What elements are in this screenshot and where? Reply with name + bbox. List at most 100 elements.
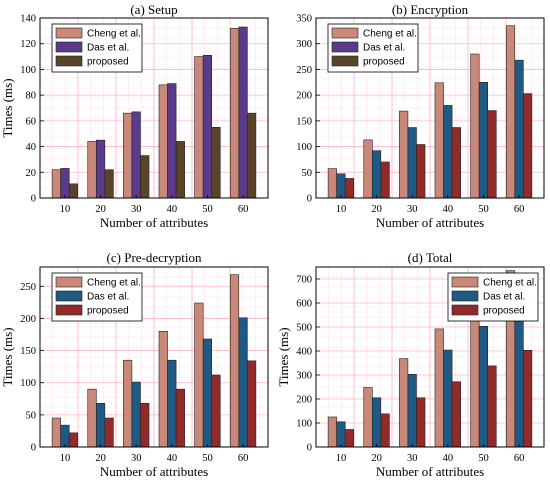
chart-panel-2: 10 20 30 40 50 60 0 50 100 150 200 250 300 350 (b) Enc… [296,2,545,230]
legend-swatch [451,290,479,302]
x-tick-label: 20 [95,453,106,464]
bar-cheng-et-al-50 [470,53,480,199]
bar-das-et-al-10 [336,421,346,448]
bar-cheng-et-al-30 [399,358,409,448]
bar-das-et-al-30 [407,373,417,448]
y-tick-label: 60 [26,116,37,127]
bar-das-et-al-40 [443,349,453,448]
x-axis-label: Number of attributes [100,215,208,230]
x-tick-label: 50 [478,453,489,464]
bar-proposed-60 [523,93,533,199]
x-tick-label: 10 [336,204,347,215]
x-tick-label: 50 [202,453,213,464]
bar-proposed-40 [175,388,185,448]
bar-cheng-et-al-20 [87,141,97,199]
x-tick-label: 30 [131,453,142,464]
bar-proposed-30 [416,397,426,448]
bar-das-et-al-60 [514,59,524,199]
bar-das-et-al-30 [131,111,141,199]
bar-proposed-60 [247,112,257,199]
bar-proposed-10 [344,429,355,448]
bar-proposed-20 [380,161,390,199]
bar-proposed-40 [451,127,461,199]
bar-das-et-al-20 [95,139,106,199]
bar-das-et-al-60 [238,26,248,199]
y-tick-label: 0 [31,194,36,205]
x-tick-label: 30 [407,204,418,215]
bar-cheng-et-al-30 [123,112,133,199]
y-tick-label: 200 [296,91,312,102]
bar-das-et-al-60 [238,317,248,448]
legend-swatch [331,41,359,53]
legend-label: Cheng et al. [363,29,417,40]
y-tick-label: 50 [26,410,37,421]
legend-label: Cheng et al. [87,29,141,40]
bar-cheng-et-al-10 [51,417,61,448]
bar-das-et-al-50 [202,54,213,199]
x-tick-label: 30 [407,453,418,464]
y-tick-label: 250 [296,65,312,76]
bar-das-et-al-30 [407,127,417,199]
x-tick-label: 20 [371,204,382,215]
x-tick-label: 60 [238,453,249,464]
bar-proposed-60 [247,360,257,448]
bar-cheng-et-al-60 [229,274,240,448]
bar-das-et-al-10 [60,424,70,448]
y-tick-label: 400 [296,347,312,358]
bar-das-et-al-10 [60,168,70,199]
bar-cheng-et-al-50 [194,302,204,448]
bar-cheng-et-al-40 [434,82,444,199]
y-tick-label: 300 [296,39,312,50]
legend-label: Cheng et al. [87,278,141,289]
legend-swatch [55,55,83,67]
legend: Cheng et al. Das et al. proposed [51,272,143,322]
x-tick-label: 40 [443,453,454,464]
x-tick-label: 50 [478,204,489,215]
y-tick-label: 150 [20,346,36,357]
legend-swatch [55,304,83,316]
bar-cheng-et-al-10 [327,416,337,448]
legend-swatch [451,276,479,288]
x-tick-label: 30 [131,204,142,215]
bar-cheng-et-al-10 [327,168,337,199]
y-tick-label: 350 [296,14,312,25]
bar-proposed-20 [104,169,114,199]
bar-proposed-50 [211,126,221,199]
bar-das-et-al-20 [371,150,382,199]
legend-swatch [55,27,83,39]
chart-panel-3: 10 20 30 40 50 60 0 50 100 150 200 250 (c) Pre-decry… [0,250,269,479]
x-tick-label: 10 [60,453,71,464]
bar-das-et-al-50 [478,81,489,199]
bar-proposed-50 [487,365,497,448]
y-tick-label: 100 [20,65,36,76]
bar-das-et-al-10 [336,173,346,199]
x-axis-label: Number of attributes [376,464,484,479]
legend-label: proposed [87,306,129,317]
bar-proposed-10 [344,178,355,199]
bar-cheng-et-al-40 [158,330,168,448]
y-tick-label: 100 [296,142,312,153]
legend: Cheng et al. Das et al. proposed [447,272,539,322]
bar-cheng-et-al-40 [434,328,444,448]
legend-label: Cheng et al. [483,278,537,289]
y-tick-label: 0 [307,443,312,454]
chart-title: (d) Total [408,250,453,265]
legend-swatch [55,41,83,53]
x-axis-label: Number of attributes [376,215,484,230]
bar-proposed-10 [68,183,79,199]
x-axis-label: Number of attributes [100,464,208,479]
y-tick-label: 120 [20,39,36,50]
bar-das-et-al-60 [514,301,524,448]
y-tick-label: 50 [302,168,313,179]
bar-proposed-50 [487,110,497,199]
bar-proposed-40 [451,381,461,448]
chart-title: (a) Setup [130,2,177,17]
legend-label: proposed [483,306,525,317]
bar-das-et-al-40 [167,83,177,199]
x-tick-label: 60 [238,204,249,215]
plot-frame [315,17,545,199]
y-tick-label: 200 [20,314,36,325]
y-tick-label: 250 [20,282,36,293]
y-tick-label: 40 [26,142,37,153]
chart-title: (c) Pre-decryption [107,250,202,265]
